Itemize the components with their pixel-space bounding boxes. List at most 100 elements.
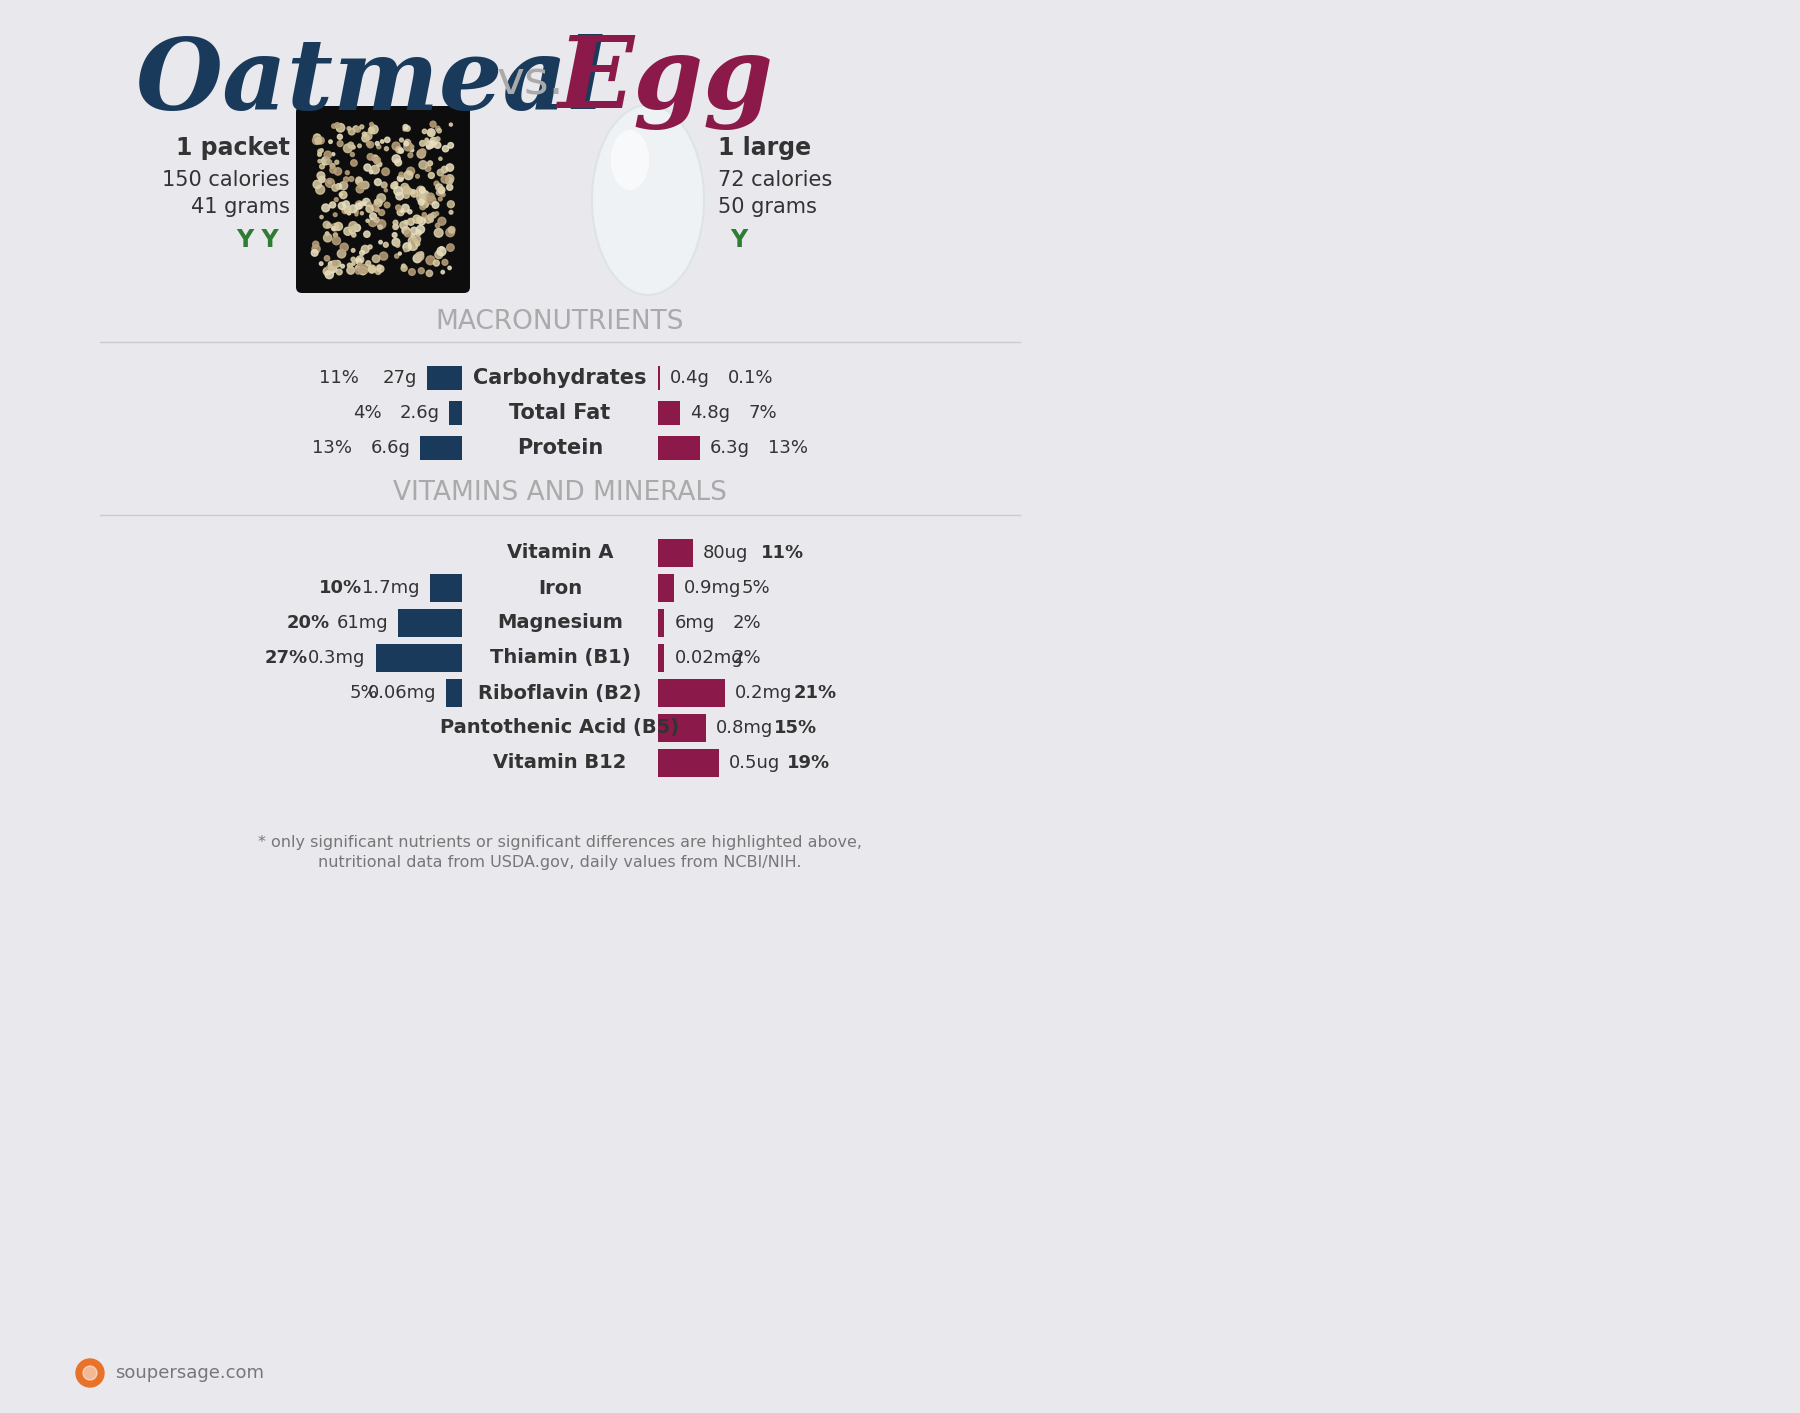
Circle shape: [347, 263, 353, 267]
Text: Vitamin B12: Vitamin B12: [493, 753, 626, 773]
Circle shape: [319, 150, 322, 154]
Circle shape: [337, 250, 346, 259]
Circle shape: [446, 184, 454, 191]
Text: Y Y: Y Y: [236, 227, 279, 252]
Circle shape: [313, 137, 320, 144]
Circle shape: [356, 185, 364, 194]
Text: Y: Y: [731, 227, 747, 252]
Circle shape: [439, 198, 443, 201]
Circle shape: [407, 167, 414, 175]
Circle shape: [394, 160, 401, 165]
Circle shape: [382, 168, 389, 175]
Circle shape: [326, 232, 329, 236]
Circle shape: [356, 256, 364, 263]
Circle shape: [317, 137, 324, 144]
Circle shape: [331, 185, 338, 191]
Circle shape: [450, 211, 454, 215]
Text: Egg: Egg: [556, 34, 772, 130]
Text: 5%: 5%: [349, 684, 378, 702]
Circle shape: [446, 164, 454, 171]
Circle shape: [344, 227, 351, 236]
Circle shape: [416, 252, 423, 260]
Circle shape: [333, 260, 338, 266]
Circle shape: [401, 205, 409, 212]
Circle shape: [337, 134, 342, 140]
Circle shape: [427, 256, 436, 264]
Circle shape: [412, 239, 418, 246]
Circle shape: [410, 227, 418, 235]
Circle shape: [360, 264, 369, 273]
Circle shape: [331, 263, 337, 268]
Circle shape: [391, 182, 398, 189]
Circle shape: [338, 202, 346, 209]
Circle shape: [403, 187, 410, 194]
FancyBboxPatch shape: [295, 106, 470, 292]
Circle shape: [347, 212, 351, 215]
Text: 13%: 13%: [313, 439, 353, 456]
Circle shape: [351, 153, 355, 157]
Circle shape: [340, 243, 347, 252]
Circle shape: [403, 249, 407, 252]
Circle shape: [419, 252, 423, 256]
Circle shape: [344, 177, 349, 182]
Circle shape: [335, 168, 342, 175]
Circle shape: [355, 209, 358, 213]
Text: 41 grams: 41 grams: [191, 196, 290, 218]
Text: Riboflavin (B2): Riboflavin (B2): [479, 684, 641, 702]
Circle shape: [337, 123, 346, 131]
Circle shape: [335, 123, 340, 127]
Circle shape: [355, 266, 360, 270]
Circle shape: [410, 148, 414, 153]
Circle shape: [376, 220, 385, 229]
Circle shape: [335, 198, 338, 202]
Text: 11%: 11%: [319, 369, 358, 387]
Circle shape: [331, 124, 337, 129]
Circle shape: [448, 266, 452, 270]
Text: 1 large: 1 large: [718, 136, 812, 160]
Circle shape: [396, 243, 400, 247]
Circle shape: [418, 199, 425, 205]
Circle shape: [364, 164, 371, 171]
Circle shape: [392, 155, 400, 162]
Bar: [427, 366, 463, 390]
Circle shape: [315, 137, 322, 144]
Bar: [398, 609, 463, 637]
Circle shape: [448, 143, 454, 148]
Circle shape: [329, 202, 335, 208]
Circle shape: [371, 165, 380, 174]
Text: 0.3mg: 0.3mg: [308, 649, 365, 667]
Circle shape: [446, 175, 454, 182]
Circle shape: [367, 141, 374, 148]
Circle shape: [319, 177, 326, 182]
Circle shape: [394, 187, 403, 195]
Circle shape: [346, 171, 349, 175]
Circle shape: [337, 141, 344, 147]
Bar: [446, 680, 463, 706]
Circle shape: [313, 242, 319, 247]
Circle shape: [353, 225, 360, 232]
Circle shape: [427, 141, 434, 148]
Circle shape: [376, 161, 380, 165]
Circle shape: [392, 239, 400, 246]
Text: Carbohydrates: Carbohydrates: [473, 367, 646, 389]
Circle shape: [358, 144, 362, 147]
Circle shape: [403, 143, 412, 151]
Circle shape: [83, 1366, 97, 1381]
Circle shape: [364, 133, 373, 140]
Text: nutritional data from USDA.gov, daily values from NCBI/NIH.: nutritional data from USDA.gov, daily va…: [319, 855, 801, 870]
Circle shape: [362, 181, 369, 189]
Text: 80ug: 80ug: [704, 544, 749, 562]
Circle shape: [335, 222, 342, 230]
Text: 1 packet: 1 packet: [176, 136, 290, 160]
Circle shape: [382, 182, 387, 188]
Circle shape: [333, 233, 337, 237]
Circle shape: [326, 266, 335, 274]
Circle shape: [400, 177, 403, 181]
Circle shape: [405, 230, 410, 237]
Text: 2.6g: 2.6g: [400, 404, 439, 422]
Text: MACRONUTRIENTS: MACRONUTRIENTS: [436, 309, 684, 335]
Circle shape: [311, 250, 319, 256]
Circle shape: [423, 212, 427, 216]
Circle shape: [398, 148, 403, 154]
Circle shape: [416, 174, 419, 178]
